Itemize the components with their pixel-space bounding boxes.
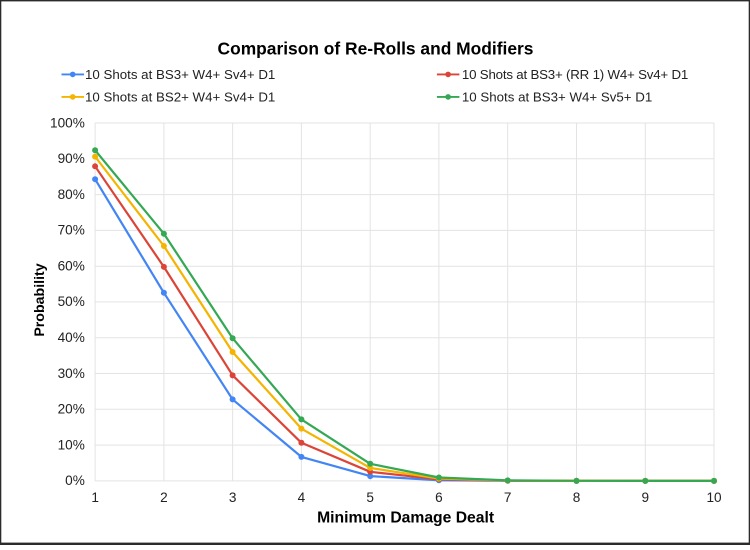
svg-text:Comparison of Re-Rolls and Mo: Comparison of Re-Rolls and Modifiers xyxy=(218,38,534,58)
svg-text:5: 5 xyxy=(366,490,374,505)
svg-text:50%: 50% xyxy=(58,294,85,309)
svg-text:10 Shots at BS2+ W4+ Sv4+ D1: 10 Shots at BS2+ W4+ Sv4+ D1 xyxy=(85,90,275,105)
svg-text:80%: 80% xyxy=(58,187,85,202)
svg-text:60%: 60% xyxy=(58,259,85,274)
svg-text:70%: 70% xyxy=(58,223,85,238)
svg-text:40%: 40% xyxy=(58,330,85,345)
svg-text:1: 1 xyxy=(91,490,99,505)
svg-text:Probability: Probability xyxy=(32,263,48,336)
svg-text:90%: 90% xyxy=(58,151,85,166)
svg-text:2: 2 xyxy=(160,490,168,505)
svg-text:4: 4 xyxy=(298,490,306,505)
svg-text:10 Shots at BS3+ W4+ Sv4+ D1: 10 Shots at BS3+ W4+ Sv4+ D1 xyxy=(85,67,275,82)
svg-text:10 Shots at BS3+ (RR 1) W4+ Sv: 10 Shots at BS3+ (RR 1) W4+ Sv4+ D1 xyxy=(462,67,688,82)
svg-text:8: 8 xyxy=(573,490,581,505)
svg-text:10 Shots at BS3+ W4+ Sv5+ D1: 10 Shots at BS3+ W4+ Sv5+ D1 xyxy=(462,90,652,105)
svg-text:9: 9 xyxy=(642,490,650,505)
svg-text:20%: 20% xyxy=(58,402,85,417)
svg-text:10: 10 xyxy=(706,490,722,505)
svg-text:100%: 100% xyxy=(50,115,85,130)
svg-text:6: 6 xyxy=(435,490,443,505)
svg-text:7: 7 xyxy=(504,490,512,505)
svg-text:30%: 30% xyxy=(58,366,85,381)
svg-text:10%: 10% xyxy=(58,437,85,452)
svg-text:0%: 0% xyxy=(65,473,85,488)
svg-text:3: 3 xyxy=(229,490,237,505)
svg-text:Minimum Damage Dealt: Minimum Damage Dealt xyxy=(317,509,495,526)
